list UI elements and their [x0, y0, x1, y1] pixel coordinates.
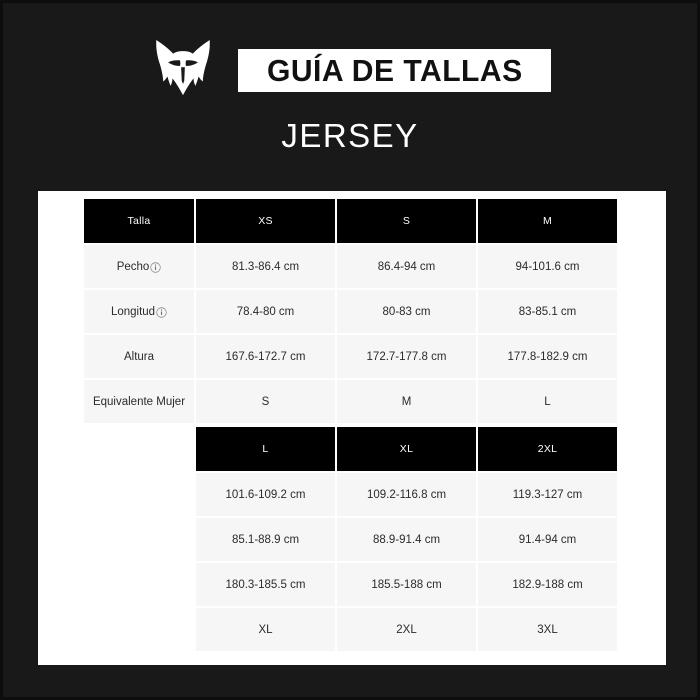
- row-label-pecho: Pecho: [84, 245, 194, 288]
- cell-equivalente-s: M: [337, 380, 476, 423]
- size-guide-page: GUÍA DE TALLAS JERSEY Talla XS S M: [3, 3, 697, 697]
- cell-longitud-m: 83-85.1 cm: [478, 290, 617, 333]
- row-label-text: Altura: [123, 350, 155, 363]
- header-cell-xs: XS: [196, 199, 335, 243]
- cell-equivalente-xs: S: [196, 380, 335, 423]
- row-label-text: Pecho: [116, 260, 150, 273]
- cell-altura-2xl: 182.9-188 cm: [478, 563, 617, 606]
- table-row: Equivalente Mujer S M L: [84, 380, 617, 423]
- header-cell-s: S: [337, 199, 476, 243]
- header-cell-m: M: [478, 199, 617, 243]
- table-row: 101.6-109.2 cm 109.2-116.8 cm 119.3-127 …: [84, 473, 617, 516]
- page-title-badge: GUÍA DE TALLAS: [238, 49, 551, 92]
- page-header: GUÍA DE TALLAS JERSEY: [3, 3, 697, 191]
- row-label-blank: [84, 518, 194, 561]
- header-cell-talla: Talla: [84, 199, 194, 243]
- product-category-title: JERSEY: [281, 117, 419, 154]
- row-label-blank: [84, 473, 194, 516]
- cell-altura-s: 172.7-177.8 cm: [337, 335, 476, 378]
- row-label-longitud: Longitud: [84, 290, 194, 333]
- table-row: Pecho 81.3-86.4 cm 86.4-94 cm: [84, 245, 617, 288]
- cell-equivalente-m: L: [478, 380, 617, 423]
- row-label-blank: [84, 563, 194, 606]
- size-table-lower: L XL 2XL 101.6-109.2 cm 109.2-116.8 cm 1…: [82, 425, 619, 653]
- table-row: XL 2XL 3XL: [84, 608, 617, 651]
- row-label-blank: [84, 608, 194, 651]
- cell-pecho-s: 86.4-94 cm: [337, 245, 476, 288]
- table-row: 85.1-88.9 cm 88.9-91.4 cm 91.4-94 cm: [84, 518, 617, 561]
- cell-longitud-2xl: 91.4-94 cm: [478, 518, 617, 561]
- cell-altura-xs: 167.6-172.7 cm: [196, 335, 335, 378]
- table-header-row: Talla XS S M: [84, 199, 617, 243]
- header-cell-xl: XL: [337, 427, 476, 471]
- table-row: Longitud 78.4-80 cm 80-83 cm: [84, 290, 617, 333]
- row-label-text: Equivalente Mujer: [92, 395, 186, 408]
- header-cell-blank: [84, 427, 194, 471]
- cell-longitud-l: 85.1-88.9 cm: [196, 518, 335, 561]
- cell-pecho-l: 101.6-109.2 cm: [196, 473, 335, 516]
- cell-longitud-xl: 88.9-91.4 cm: [337, 518, 476, 561]
- cell-equivalente-2xl: 3XL: [478, 608, 617, 651]
- cell-equivalente-l: XL: [196, 608, 335, 651]
- table-row: 180.3-185.5 cm 185.5-188 cm 182.9-188 cm: [84, 563, 617, 606]
- header-cell-l: L: [196, 427, 335, 471]
- cell-pecho-2xl: 119.3-127 cm: [478, 473, 617, 516]
- cell-pecho-xs: 81.3-86.4 cm: [196, 245, 335, 288]
- row-label-equivalente-mujer: Equivalente Mujer: [84, 380, 194, 423]
- size-chart-card: Talla XS S M Pecho: [38, 191, 666, 665]
- cell-equivalente-xl: 2XL: [337, 608, 476, 651]
- cell-longitud-xs: 78.4-80 cm: [196, 290, 335, 333]
- cell-pecho-m: 94-101.6 cm: [478, 245, 617, 288]
- size-table-upper: Talla XS S M Pecho: [82, 197, 619, 425]
- cell-altura-xl: 185.5-188 cm: [337, 563, 476, 606]
- table-header-row: L XL 2XL: [84, 427, 617, 471]
- row-label-text: Longitud: [110, 305, 156, 318]
- info-icon[interactable]: [156, 307, 167, 318]
- table-row: Altura 167.6-172.7 cm 172.7-177.8 cm 177…: [84, 335, 617, 378]
- info-icon[interactable]: [150, 262, 161, 273]
- cell-pecho-xl: 109.2-116.8 cm: [337, 473, 476, 516]
- page-title: GUÍA DE TALLAS: [266, 53, 523, 88]
- fox-head-logo: [152, 35, 214, 97]
- header-cell-2xl: 2XL: [478, 427, 617, 471]
- cell-longitud-s: 80-83 cm: [337, 290, 476, 333]
- row-label-altura: Altura: [84, 335, 194, 378]
- cell-altura-m: 177.8-182.9 cm: [478, 335, 617, 378]
- cell-altura-l: 180.3-185.5 cm: [196, 563, 335, 606]
